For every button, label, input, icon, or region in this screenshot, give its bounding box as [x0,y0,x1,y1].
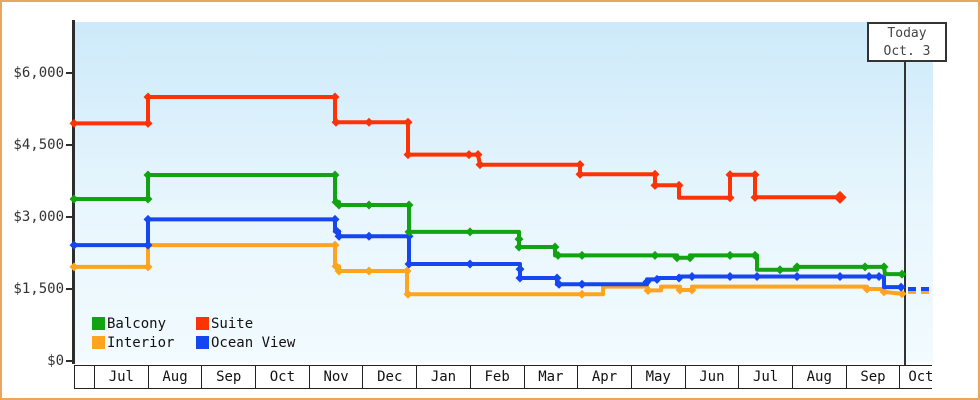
legend-item-interior: Interior [92,335,196,351]
y-tick [66,144,74,146]
series-markers-ocean-view [69,214,906,292]
legend-item-suite: Suite [196,316,300,332]
month-cell-aug-13: Aug [791,366,846,388]
legend-item-balcony: Balcony [92,316,196,332]
legend-row: Balcony Suite [92,314,300,333]
y-axis-label: $4,500 [13,137,64,153]
legend-label: Ocean View [211,334,296,351]
month-cell-nov-4: Nov [308,366,363,388]
y-tick [66,72,74,74]
series-line-balcony [74,173,902,277]
month-cell-sep-2: Sep [201,366,255,388]
y-tick [66,360,74,362]
legend-label: Balcony [107,315,167,332]
legend-swatch [196,336,209,349]
today-vline [904,62,906,365]
legend-item-ocean-view: Ocean View [196,335,300,351]
x-axis-month-band: Jul Aug Sep Oct Nov Dec Jan Feb Mar Apr May Jun Jul A… [74,365,932,389]
legend-swatch [92,317,105,330]
month-cell-may-10: May [630,366,685,388]
month-cell-jun-11: Jun [684,366,739,388]
legend-label: Suite [211,315,254,332]
y-axis-label: $0 [47,353,64,369]
month-cell-dec-5: Dec [362,366,416,388]
month-cell-jan-6: Jan [416,366,470,388]
series-line-ocean-view [74,217,901,290]
y-axis-label: $3,000 [13,209,64,225]
month-cell-jul-12: Jul [738,366,792,388]
month-cell-mar-8: Mar [523,366,578,388]
legend: Balcony Suite Interior Ocean View [92,314,300,352]
y-tick [66,216,74,218]
month-cell-apr-9: Apr [577,366,631,388]
y-tick [66,288,74,290]
today-flag-line2: Oct. 3 [883,44,931,59]
today-flag: Today Oct. 3 [867,22,947,62]
y-axis-line [72,20,75,364]
series-line-suite [74,95,840,200]
legend-swatch [196,317,209,330]
y-axis-label: $6,000 [13,65,64,81]
month-cell-jul-0: Jul [94,366,148,388]
series-markers-suite [69,92,847,204]
month-cell-oct-3: Oct [255,366,309,388]
legend-label: Interior [107,334,175,351]
month-cell-sep-14: Sep [845,366,900,388]
y-axis-label: $1,500 [13,281,64,297]
month-cell-aug-1: Aug [147,366,202,388]
today-flag-line1: Today [887,26,927,41]
legend-swatch [92,336,105,349]
plot-area [75,22,933,362]
month-cell-feb-7: Feb [469,366,524,388]
legend-row: Interior Ocean View [92,333,300,352]
month-cell-oct-15: Oct [899,366,932,388]
